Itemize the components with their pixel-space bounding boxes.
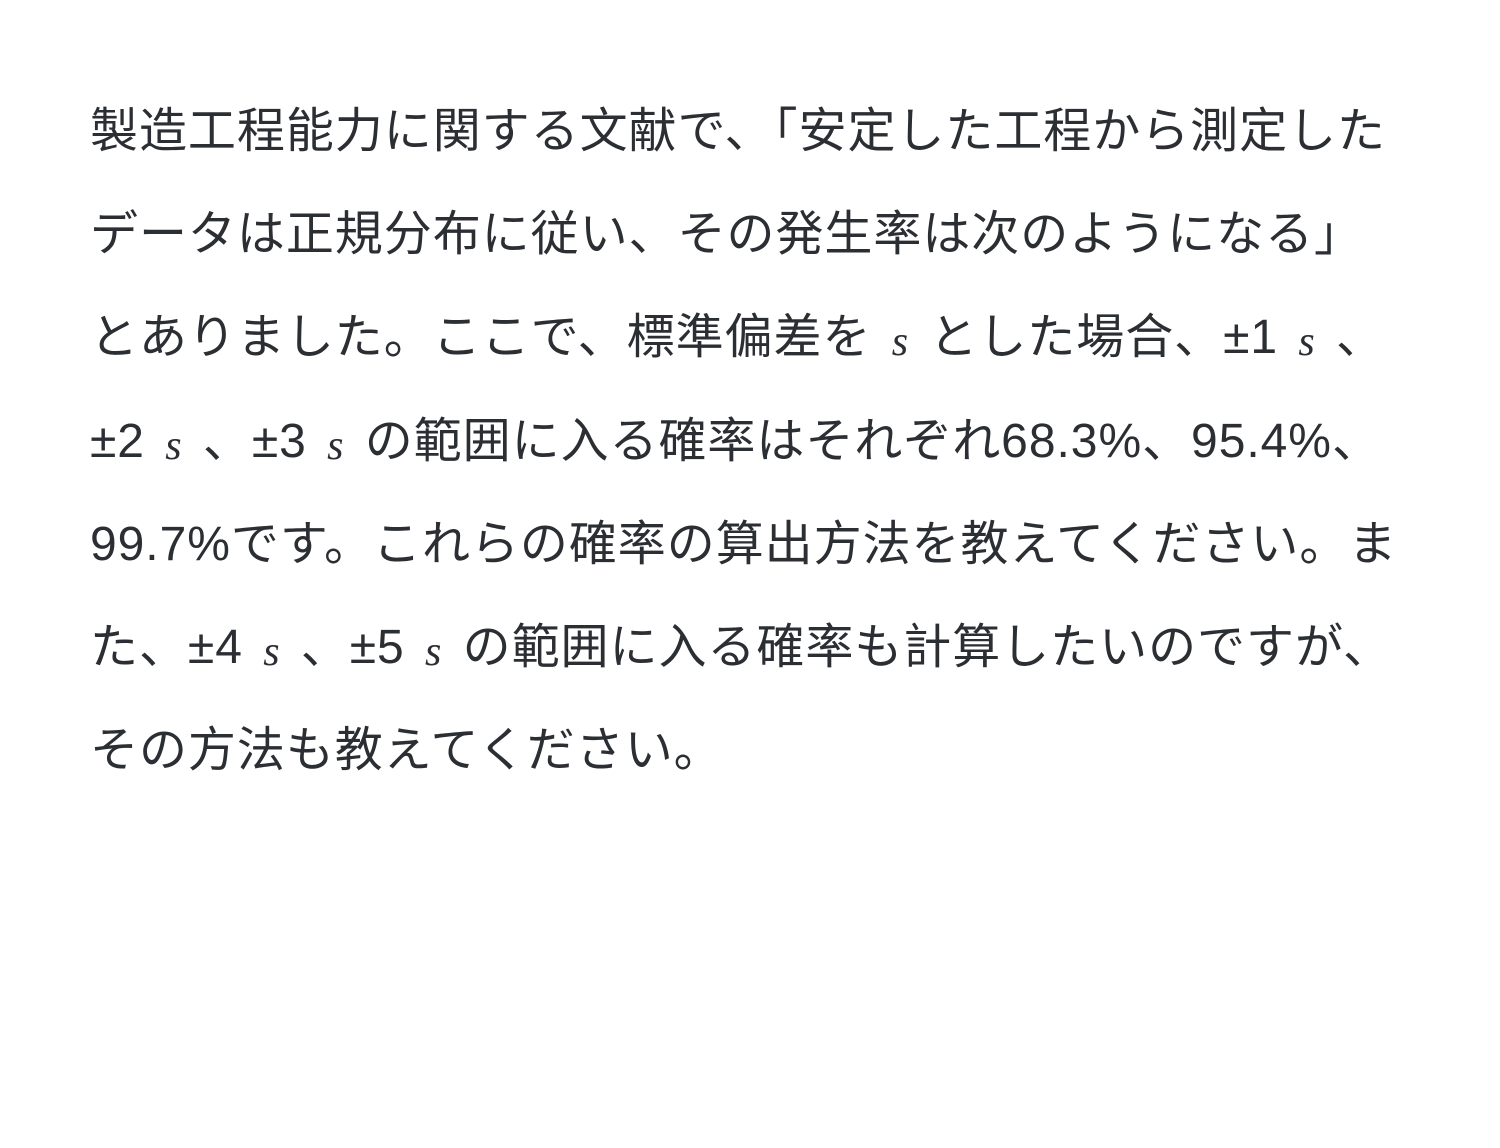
math-variable-s-6: s: [419, 629, 448, 675]
math-variable-s-1: s: [886, 319, 915, 365]
text-segment-6: 、±5: [287, 621, 420, 674]
text-segment-4: 、±3: [189, 415, 322, 468]
math-variable-s-5: s: [257, 629, 286, 675]
math-variable-s-4: s: [321, 423, 350, 469]
document-paragraph: 製造工程能力に関する文献で、「安定した工程から測定したデータは正規分布に従い、そ…: [90, 80, 1410, 802]
math-variable-s-2: s: [1292, 319, 1321, 365]
math-variable-s-3: s: [159, 423, 188, 469]
text-segment-2: とした場合、±1: [915, 311, 1292, 364]
